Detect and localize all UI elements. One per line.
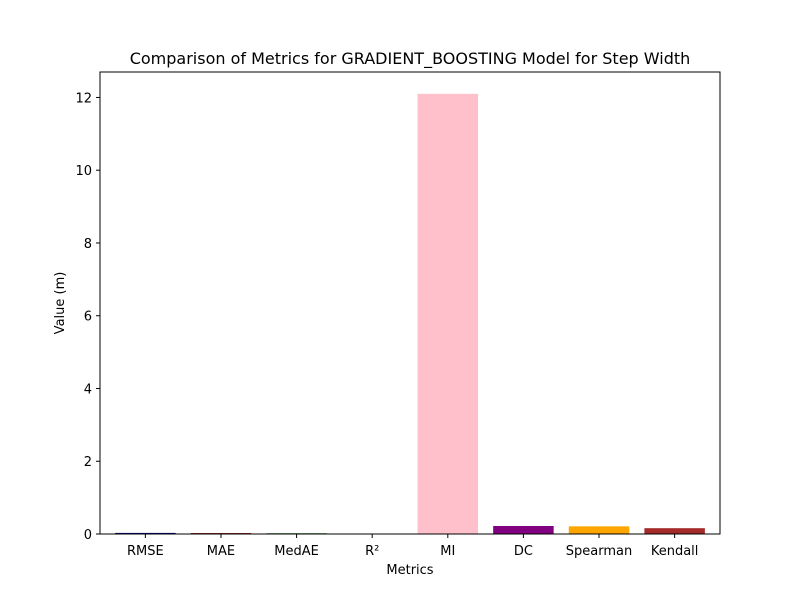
x-tick-label: DC	[514, 544, 533, 559]
bar-kendall	[644, 528, 705, 534]
y-tick-label: 0	[84, 528, 92, 543]
x-tick-label: Kendall	[651, 544, 699, 559]
x-axis-label: Metrics	[386, 563, 433, 578]
y-tick-label: 4	[84, 382, 92, 397]
y-tick-label: 12	[75, 91, 92, 106]
x-tick-label: MAE	[207, 544, 235, 559]
bar-dc	[493, 526, 554, 534]
x-tick-label: MedAE	[274, 544, 319, 559]
bar-spearman	[568, 526, 630, 534]
x-axis-ticks: RMSE MAE MedAE R² MI DC Spearman Kendall	[127, 534, 698, 559]
x-tick-label: Spearman	[566, 544, 632, 559]
chart-title: Comparison of Metrics for GRADIENT_BOOST…	[130, 49, 691, 69]
y-axis-ticks: 0 2 4 6 8 10 12	[75, 91, 100, 543]
y-axis-label: Value (m)	[53, 272, 68, 335]
bar-mi	[417, 93, 479, 534]
bar-rmse	[115, 532, 176, 534]
y-tick-label: 6	[84, 310, 92, 325]
bars-group	[115, 93, 705, 534]
x-tick-label: RMSE	[127, 544, 164, 559]
y-tick-label: 8	[84, 237, 92, 252]
y-tick-label: 2	[84, 455, 92, 470]
x-tick-label: MI	[440, 544, 455, 559]
x-tick-label: R²	[365, 544, 379, 559]
plot-frame	[99, 71, 721, 535]
y-tick-label: 10	[75, 164, 92, 179]
